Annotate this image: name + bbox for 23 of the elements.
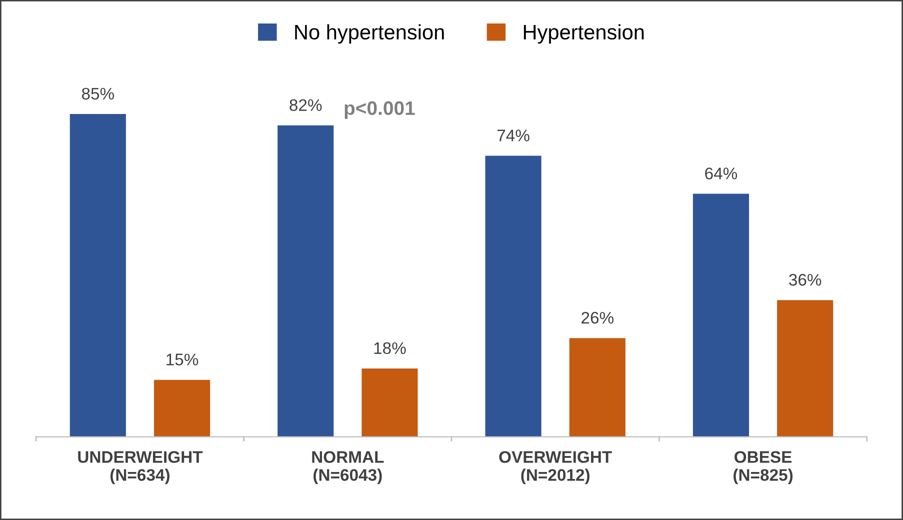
data-label: 85% bbox=[82, 88, 114, 100]
legend-label: No hypertension bbox=[295, 24, 444, 44]
bar bbox=[154, 380, 210, 437]
legend-label: Hypertension bbox=[524, 24, 644, 44]
data-label: 36% bbox=[789, 274, 822, 286]
bar bbox=[777, 300, 834, 437]
bar bbox=[485, 156, 542, 437]
annotation: p<0.001 bbox=[344, 101, 415, 119]
bar bbox=[569, 338, 626, 437]
data-label: 82% bbox=[290, 99, 322, 112]
data-label: 18% bbox=[374, 342, 406, 354]
x-tick-label: UNDERWEIGHT (N=634) bbox=[78, 451, 203, 484]
bar bbox=[692, 194, 750, 437]
data-label: 26% bbox=[582, 312, 614, 324]
x-tick-label: NORMAL (N=6043) bbox=[312, 451, 384, 484]
bar bbox=[362, 368, 418, 437]
x-tick-label: OVERWEIGHT (N=2012) bbox=[499, 451, 612, 484]
data-label: 64% bbox=[705, 168, 738, 180]
bar bbox=[70, 114, 126, 437]
data-label: 15% bbox=[166, 354, 198, 366]
data-label: 74% bbox=[497, 130, 530, 142]
x-tick-label: OBESE (N=825) bbox=[734, 451, 793, 484]
bar bbox=[278, 125, 334, 437]
